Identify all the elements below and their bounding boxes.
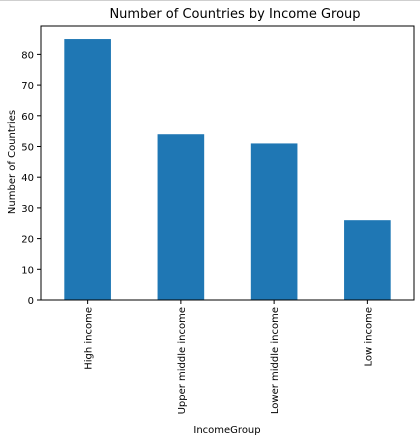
y-tick-label: 30	[21, 204, 34, 215]
bar	[250, 143, 298, 300]
window-top-border	[0, 0, 420, 1]
y-axis-label: Number of Countries	[7, 110, 18, 214]
y-tick-label: 20	[21, 235, 34, 246]
y-tick-label: 80	[21, 50, 34, 61]
plot-area: 0 10 20 30 40 50 60 70 80 High income Upper middle…	[21, 25, 415, 414]
y-tick-label: 70	[21, 81, 34, 92]
y-tick-label: 10	[21, 265, 34, 276]
x-tick-label: Lower middle income	[270, 307, 281, 414]
x-tick-label: Low income	[363, 307, 374, 367]
bar	[344, 220, 391, 300]
chart-title: Number of Countries by Income Group	[109, 7, 360, 22]
x-tick-label: High income	[84, 307, 95, 370]
y-tick-label: 40	[21, 173, 34, 184]
y-tick-label: 0	[28, 296, 34, 307]
y-tick-label: 50	[21, 142, 34, 153]
x-axis-label: IncomeGroup	[193, 425, 260, 436]
x-tick-label: Upper middle income	[177, 307, 188, 414]
bar	[64, 39, 111, 301]
bar	[157, 134, 205, 300]
plot-frame	[40, 25, 415, 301]
y-tick-label: 60	[21, 112, 34, 123]
